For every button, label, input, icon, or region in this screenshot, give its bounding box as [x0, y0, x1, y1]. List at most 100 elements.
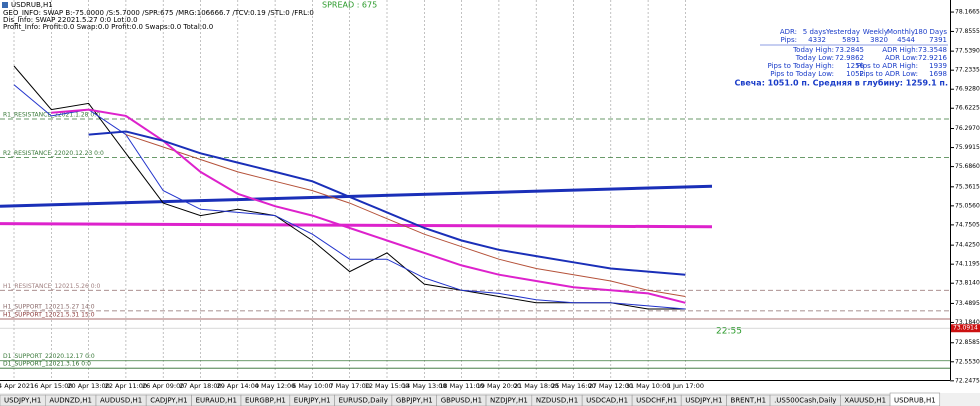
chart-tab[interactable]: AUDNZD,H1: [45, 394, 97, 406]
y-tick-label: 75.6860: [955, 163, 980, 170]
y-tick-label: 77.5390: [955, 48, 980, 55]
tab-label[interactable]: EURUSD,Daily: [339, 397, 388, 405]
level-label: H1_SUPPORT_12021.5.27 14:0: [3, 303, 95, 310]
chart-tab[interactable]: USDRUB,H1: [889, 392, 941, 406]
x-tick-label: 20 Apr 13:00: [67, 382, 109, 390]
chart-tab[interactable]: AUDUSD,H1: [95, 394, 147, 406]
tab-label[interactable]: XAUUSD,H1: [844, 397, 886, 405]
panel-cell: 72.9862: [835, 54, 864, 62]
y-tick-label: 73.8140: [955, 280, 980, 287]
last-price-label: 73.0914: [953, 325, 978, 332]
tab-label[interactable]: NZDUSD,H1: [536, 397, 578, 405]
x-tick-label: 16 Apr 15:00: [30, 382, 72, 390]
panel-cell: ADR High:: [882, 46, 918, 54]
tab-label[interactable]: EURGBP,H1: [245, 397, 286, 405]
level-label: H1_RESISTANCE_12021.5.26 0:0: [3, 283, 101, 290]
chart-tab[interactable]: NZDJPY,H1: [485, 394, 533, 406]
tab-label[interactable]: AUDNZD,H1: [49, 397, 92, 405]
chart-tab[interactable]: BRENT,H1: [726, 394, 771, 406]
chart-tab[interactable]: GBPUSD,H1: [436, 394, 487, 406]
y-tick-label: 77.8555: [955, 28, 980, 35]
tab-label[interactable]: GBPUSD,H1: [441, 397, 482, 405]
level-label: R1_RESISTANCE_22021.1.28 0:0: [3, 111, 100, 118]
panel-cell: Pips to Today High:: [768, 62, 835, 70]
chart-tab[interactable]: EURGBP,H1: [240, 394, 291, 406]
chart-tab[interactable]: EURJPY,H1: [289, 394, 335, 406]
tab-label[interactable]: USDJPY,H1: [4, 397, 41, 405]
tab-background[interactable]: [889, 392, 941, 406]
x-tick-label: 18 May 11:00: [439, 382, 484, 390]
y-tick-label: 74.7505: [955, 221, 980, 228]
chart-tab[interactable]: USDCAD,H1: [581, 394, 633, 406]
chart-tab[interactable]: NZDUSD,H1: [531, 394, 583, 406]
tab-label[interactable]: USDJPY,H1: [685, 397, 722, 405]
x-tick-label: 14 May 13:00: [402, 382, 447, 390]
tab-label[interactable]: USDCAD,H1: [586, 397, 628, 405]
chart-tab[interactable]: USDCHF,H1: [631, 394, 682, 406]
x-tick-label: 19 May 20:00: [477, 382, 522, 390]
y-tick-label: 73.4895: [955, 300, 980, 307]
series-line: [125, 134, 686, 297]
chart-tab[interactable]: USDJPY,H1: [0, 394, 46, 406]
tab-label[interactable]: NZDJPY,H1: [490, 397, 528, 405]
x-tick-label: 26 Apr 09:00: [142, 382, 184, 390]
dis-info: Dis_Info: SWAP 22021.5.27 0:0 Lot:0.0: [3, 16, 138, 24]
x-tick-label: 7 May 17:00: [329, 382, 369, 390]
y-tick-label: 76.2970: [955, 125, 980, 132]
series-line: [51, 108, 686, 304]
tab-label[interactable]: EURJPY,H1: [294, 397, 331, 405]
chart-tab[interactable]: EURUSD,Daily: [334, 394, 393, 406]
x-tick-label: 29 Apr 14:00: [217, 382, 259, 390]
panel-cell: 1698: [929, 70, 947, 78]
panel-cell: Today High:: [792, 46, 834, 54]
y-tick-label: 75.0560: [955, 202, 980, 209]
last-price-box: [951, 324, 980, 333]
chart-tab[interactable]: CADJPY,H1: [145, 394, 192, 406]
panel-header: 180 Days: [914, 28, 947, 36]
panel-pips: Pips:: [781, 36, 797, 44]
panel-cell: Pips to ADR High:: [857, 62, 918, 70]
panel-header: Yesterday: [825, 28, 860, 36]
x-tick-label: 22 Apr 11:00: [105, 382, 147, 390]
chart-tab[interactable]: .US500Cash,Daily: [769, 394, 841, 406]
panel-cell: 1052: [846, 70, 864, 78]
chart-tab[interactable]: USDJPY,H1: [680, 394, 727, 406]
tab-label[interactable]: BRENT,H1: [731, 397, 767, 405]
chart-tab[interactable]: GBPJPY,H1: [391, 394, 437, 406]
tab-label[interactable]: AUDUSD,H1: [100, 397, 142, 405]
level-label: R2_RESISTANCE_22020.12.23 0:0: [3, 150, 104, 157]
panel-cell: Pips to Today Low:: [770, 70, 834, 78]
tab-label[interactable]: USDRUB,H1: [894, 397, 936, 405]
panel-pips: 4332: [808, 36, 826, 44]
x-tick-label: 21 May 18:00: [514, 382, 559, 390]
x-tick-label: 14 Apr 2021: [0, 382, 34, 390]
tab-label[interactable]: .US500Cash,Daily: [774, 397, 836, 405]
tab-label[interactable]: GBPJPY,H1: [396, 397, 433, 405]
panel-header: ADR:: [780, 28, 797, 36]
panel-pips: 3820: [870, 36, 888, 44]
symbol-icon: [2, 2, 8, 8]
panel-pips: 5891: [842, 36, 860, 44]
channel-line: [0, 184, 713, 208]
tab-label[interactable]: USDCHF,H1: [636, 397, 677, 405]
profit-info: Profit_Info: Profit:0.0 Swap:0.0 Profit:…: [3, 23, 213, 31]
level-label: H1_SUPPORT_12021.5.31 15:0: [3, 311, 95, 318]
y-tick-label: 73.1840: [955, 319, 980, 326]
panel-cell: 72.9216: [918, 54, 947, 62]
channel-line: [0, 222, 713, 229]
y-tick-label: 76.6225: [955, 105, 980, 112]
y-tick-label: 74.1195: [955, 261, 980, 268]
panel-cell: 1939: [929, 62, 947, 70]
chart-tab[interactable]: XAUUSD,H1: [840, 394, 891, 406]
tab-label[interactable]: CADJPY,H1: [150, 397, 187, 405]
tab-label[interactable]: EURAUD,H1: [196, 397, 237, 405]
panel-cell: Pips to ADR Low:: [859, 70, 918, 78]
candle-info: Свеча: 1051.0 п. Средняя в глубину: 1259…: [734, 78, 948, 88]
chart-tab[interactable]: EURAUD,H1: [191, 394, 242, 406]
symbol-title: USDRUB,H1: [11, 1, 53, 9]
x-tick-label: 4 May 12:00: [255, 382, 295, 390]
y-tick-label: 72.8585: [955, 339, 980, 346]
level-label: D1_SUPPORT_22020.12.17 0:0: [3, 353, 95, 360]
